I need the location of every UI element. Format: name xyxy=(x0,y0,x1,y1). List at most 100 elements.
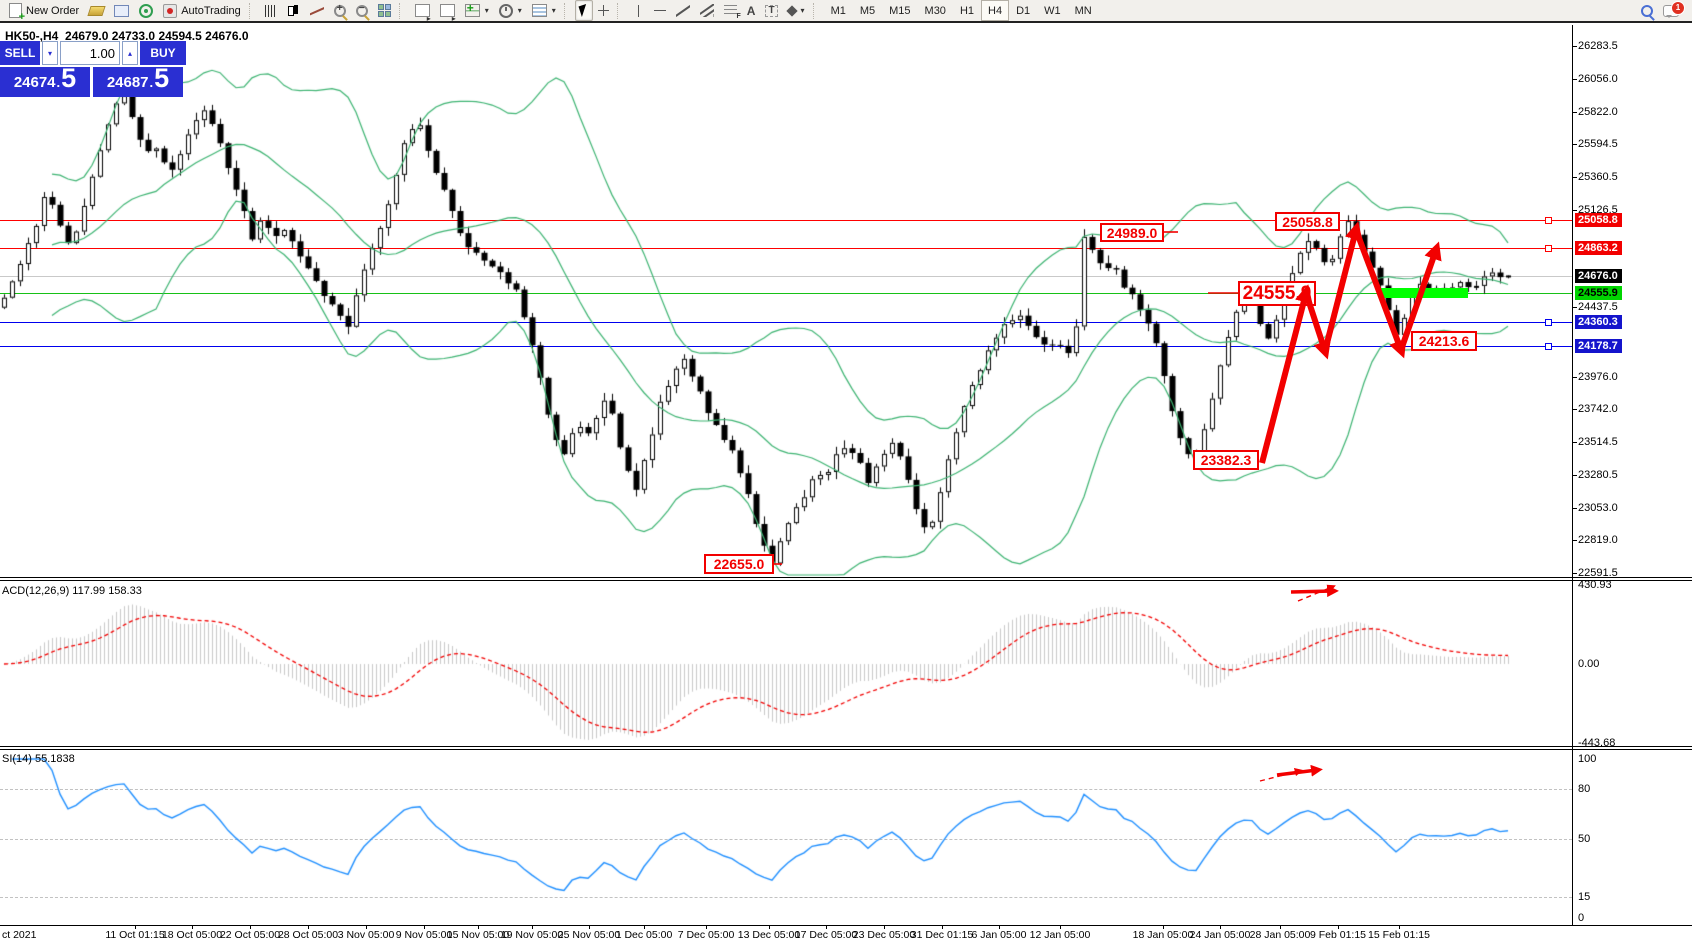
autotrading-button[interactable]: AutoTrading xyxy=(158,0,246,21)
panel-separator[interactable] xyxy=(0,749,1692,750)
price-chart-canvas[interactable] xyxy=(0,25,1572,925)
text-tool-button[interactable]: A xyxy=(742,0,761,21)
toolbar-separator xyxy=(248,2,257,19)
rsi-axis-tick: 0 xyxy=(1578,912,1585,924)
timeframe-M5[interactable]: M5 xyxy=(859,4,876,17)
chevron-down-icon: ▾ xyxy=(484,6,489,15)
x-axis-label: 15 Feb 01:15 xyxy=(1368,929,1430,941)
price-annotation-25058.8[interactable]: 25058.8 xyxy=(1275,212,1340,231)
macd-axis-tick: -443.68 xyxy=(1578,737,1616,749)
y-axis-tick: 24437.5 xyxy=(1578,301,1618,313)
zoom-in-button[interactable] xyxy=(329,0,351,21)
chat-button[interactable]: 1 xyxy=(1658,0,1685,21)
text-label-tool-button[interactable]: T xyxy=(760,0,782,21)
panel-separator[interactable] xyxy=(0,746,1692,747)
expert-advisor-button[interactable] xyxy=(134,0,158,21)
timeframe-D1[interactable]: D1 xyxy=(1016,4,1031,17)
timeframe-H1[interactable]: H1 xyxy=(959,4,974,17)
profile-next-button[interactable] xyxy=(435,0,460,23)
sell-price-frac: 5 xyxy=(61,63,77,93)
text-tool-icon: A xyxy=(746,3,756,18)
y-axis-tick: 26283.5 xyxy=(1578,40,1618,52)
price-annotation-24989.0[interactable]: 24989.0 xyxy=(1100,223,1164,242)
x-axis-label: 18 Jan 05:00 xyxy=(1132,929,1194,941)
timeframe-W1[interactable]: W1 xyxy=(1044,4,1061,17)
buy-button[interactable]: BUY xyxy=(140,41,186,65)
candlestick-button[interactable] xyxy=(282,0,305,21)
volume-decrease-button[interactable]: ▾ xyxy=(42,41,58,65)
expert-advisor-icon xyxy=(139,3,154,18)
fibonacci-icon: F xyxy=(723,5,741,20)
y-axis-tick: 23514.5 xyxy=(1578,436,1618,448)
y-axis-tick: 26056.0 xyxy=(1578,73,1618,85)
trendline-tool-button[interactable] xyxy=(671,0,695,21)
add-indicator-button[interactable]: ▾ xyxy=(460,0,494,21)
zoom-in-icon xyxy=(333,3,346,17)
x-axis-label: 9 Feb 01:15 xyxy=(1309,929,1367,941)
y-axis-tick: 23976.0 xyxy=(1578,371,1618,383)
y-axis-tick-mark xyxy=(1572,144,1577,145)
vertical-line-tool-button[interactable] xyxy=(628,0,649,21)
x-axis-label: 24 Jan 05:00 xyxy=(1189,929,1251,941)
buy-price[interactable]: 24687. 5 xyxy=(93,65,183,97)
tile-windows-button[interactable] xyxy=(373,0,396,21)
green-highlight-box[interactable] xyxy=(1380,288,1468,298)
line-handle[interactable] xyxy=(1545,319,1552,326)
period-button[interactable]: ▾ xyxy=(494,0,527,21)
add-indicator-icon xyxy=(464,1,480,17)
line-handle[interactable] xyxy=(1545,245,1552,252)
zoom-out-button[interactable] xyxy=(351,0,373,21)
price-annotation-24555.9[interactable]: 24555.9 xyxy=(1238,281,1316,306)
tile-windows-icon xyxy=(377,4,391,17)
shapes-tool-button[interactable]: ▾ xyxy=(783,0,810,21)
sell-button[interactable]: SELL xyxy=(0,41,40,65)
deposit-button[interactable] xyxy=(84,0,109,21)
timeframe-H4[interactable]: H4 xyxy=(981,0,1010,21)
chart-title: HK50-,H4 24679.0 24733.0 24594.5 24676.0 xyxy=(5,29,249,43)
panel-separator[interactable] xyxy=(0,580,1692,581)
clock-icon xyxy=(498,3,513,18)
profile-button[interactable] xyxy=(410,0,435,23)
fibonacci-tool-button[interactable]: F xyxy=(719,0,742,21)
price-annotation-23382.3[interactable]: 23382.3 xyxy=(1193,450,1259,470)
y-axis-tick-mark xyxy=(1572,475,1577,476)
gold-icon xyxy=(87,5,106,16)
cursor-tool-button[interactable] xyxy=(574,0,593,21)
candlestick-icon xyxy=(287,4,300,17)
price-annotation-22655.0[interactable]: 22655.0 xyxy=(704,554,774,574)
crosshair-icon xyxy=(597,5,609,16)
horizontal-line-tool-button[interactable] xyxy=(649,0,671,21)
line-handle[interactable] xyxy=(1545,217,1552,224)
rsi-axis-tick: 50 xyxy=(1578,833,1591,845)
line-handle[interactable] xyxy=(1545,343,1552,350)
y-axis-tick: 23742.0 xyxy=(1578,403,1618,415)
bar-chart-icon xyxy=(264,4,277,17)
timeframe-MN[interactable]: MN xyxy=(1074,4,1092,17)
x-axis-label: 28 Oct 05:00 xyxy=(277,929,339,941)
timeframe-M1[interactable]: M1 xyxy=(830,4,846,17)
text-label-icon: T xyxy=(765,4,778,17)
print-button[interactable] xyxy=(109,0,134,21)
timeframe-M30[interactable]: M30 xyxy=(924,4,946,17)
line-chart-button[interactable] xyxy=(305,0,329,21)
price-annotation-24213.6[interactable]: 24213.6 xyxy=(1411,331,1477,351)
channel-tool-button[interactable]: E xyxy=(695,0,719,21)
volume-input[interactable]: 1.00 xyxy=(60,41,120,65)
chevron-down-icon: ▾ xyxy=(551,6,556,15)
x-axis-label: 22 Oct 05:00 xyxy=(219,929,281,941)
new-order-button[interactable]: New Order xyxy=(4,0,84,23)
time-axis[interactable]: ct 2021 11 Oct 01:15 18 Oct 05:00 22 Oct 05… xyxy=(0,925,1692,943)
panel-separator[interactable] xyxy=(0,577,1692,578)
trendline-icon xyxy=(676,4,690,17)
crosshair-tool-button[interactable] xyxy=(593,0,614,21)
x-axis-label: 7 Dec 05:00 xyxy=(677,929,735,941)
x-axis-label: ct 2021 xyxy=(2,929,37,941)
template-button[interactable]: ▾ xyxy=(527,0,561,21)
volume-increase-button[interactable]: ▴ xyxy=(122,41,138,65)
timeframe-M15[interactable]: M15 xyxy=(889,4,911,17)
search-button[interactable] xyxy=(1636,0,1658,21)
y-axis-tick-mark xyxy=(1572,112,1577,113)
autotrading-label: AutoTrading xyxy=(181,4,241,17)
bar-chart-button[interactable] xyxy=(260,0,282,21)
sell-price[interactable]: 24674. 5 xyxy=(0,63,90,97)
